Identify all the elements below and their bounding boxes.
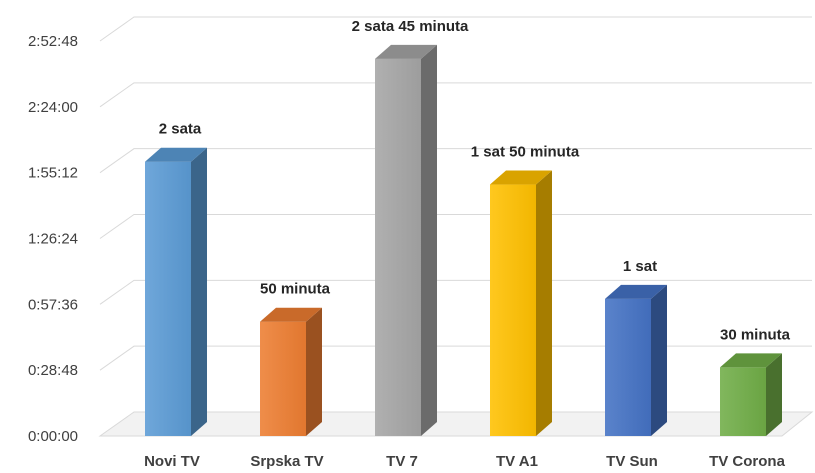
y-tick-label: 0:57:36 [28, 296, 78, 313]
bar-top [260, 307, 322, 322]
data-label: 2 sata [159, 121, 202, 138]
bar-side [651, 284, 667, 436]
data-label: 2 sata 45 minuta [352, 18, 469, 35]
bar-tv-7 [375, 44, 437, 436]
bar-top [720, 353, 782, 368]
bar-front [490, 184, 536, 436]
y-tick-label: 2:24:00 [28, 99, 78, 116]
gridline [99, 345, 812, 371]
bar-side [306, 307, 322, 436]
x-category-label: Novi TV [144, 453, 200, 470]
gridlines [99, 16, 812, 371]
y-tick-label: 2:52:48 [28, 33, 78, 50]
gridline [99, 214, 812, 239]
data-label: 1 sat [623, 258, 657, 275]
x-category-label: TV Sun [606, 453, 658, 470]
x-category-label: TV Corona [709, 453, 785, 470]
bar-top [375, 44, 437, 59]
bar-top [145, 147, 207, 162]
bar-side [536, 170, 552, 437]
bar-front [145, 161, 191, 436]
gridline [99, 279, 812, 305]
bar-srpska-tv [260, 307, 322, 436]
y-tick-label: 0:28:48 [28, 362, 78, 379]
bars [145, 44, 782, 437]
x-category-label: TV 7 [386, 453, 418, 470]
y-axis: 0:00:00 0:28:48 0:57:36 1:26:24 1:55:12 2:24:… [28, 33, 78, 445]
data-label: 1 sat 50 minuta [471, 144, 580, 161]
gridline [99, 16, 812, 42]
data-label: 30 minuta [720, 326, 791, 343]
bar-tv-corona [720, 353, 782, 436]
bar-top [490, 170, 552, 185]
y-tick-label: 1:55:12 [28, 165, 78, 182]
bar-tv-a1 [490, 170, 552, 437]
gridline [99, 82, 812, 108]
bar-tv-sun [605, 284, 667, 436]
x-category-label: Srpska TV [250, 453, 323, 470]
x-category-label: TV A1 [496, 453, 538, 470]
bar-front [720, 367, 766, 436]
bar-side [421, 44, 437, 436]
x-axis: Novi TV Srpska TV TV 7 TV A1 TV Sun TV Corona [144, 453, 785, 470]
bar-side [766, 353, 782, 436]
y-tick-label: 0:00:00 [28, 428, 78, 445]
y-tick-label: 1:26:24 [28, 231, 78, 248]
bar-side [191, 147, 207, 436]
bar-top [605, 284, 667, 299]
gridline [99, 148, 812, 174]
data-labels: 2 sata 50 minuta 2 sata 45 minuta 1 sat 50 … [159, 18, 791, 344]
bar-front [605, 298, 651, 436]
bar-front [375, 58, 421, 436]
bar-front [260, 321, 306, 436]
bar-novi-tv [145, 147, 207, 436]
data-label: 50 minuta [260, 281, 331, 298]
